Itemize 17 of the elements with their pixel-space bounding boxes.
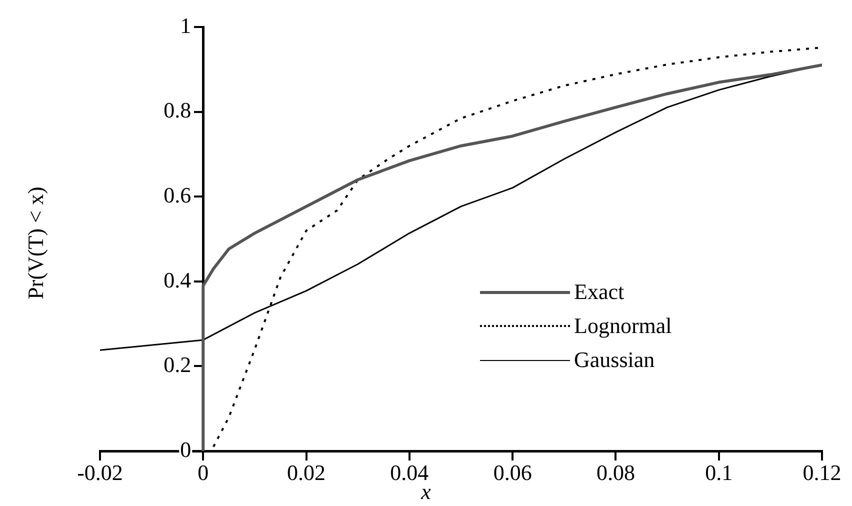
- legend-label: Gaussian: [574, 347, 655, 373]
- y-tick-label: 0: [180, 436, 192, 462]
- y-axis-title: Pr(V(T) < x): [23, 186, 49, 302]
- x-tick-label: 0: [198, 460, 209, 485]
- y-tick-label: 0.2: [164, 352, 192, 378]
- y-tick-label: 0.6: [164, 182, 192, 208]
- y-tick-label: 0.8: [164, 98, 192, 123]
- x-tick-label: 0.12: [802, 460, 842, 485]
- x-tick-label: 0.02: [287, 460, 326, 485]
- legend-label: Exact: [574, 279, 624, 305]
- x-tick-label: 0.08: [596, 460, 635, 485]
- x-tick-label: -0.02: [77, 460, 123, 485]
- y-tick-label: 1: [180, 12, 192, 38]
- legend-label: Lognormal: [574, 313, 672, 339]
- x-tick-label: 0.06: [493, 460, 532, 485]
- y-tick-label: 0.4: [164, 267, 192, 292]
- x-tick-label: 0.1: [705, 460, 733, 485]
